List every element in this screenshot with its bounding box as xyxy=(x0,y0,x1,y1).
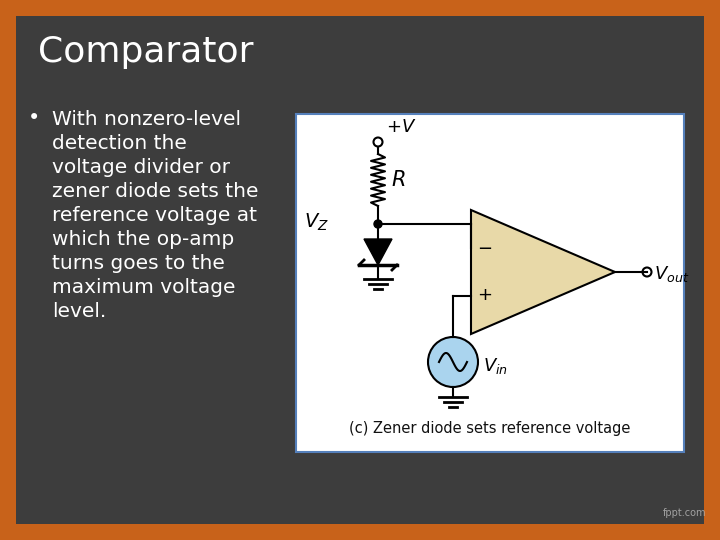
Text: $V_Z$: $V_Z$ xyxy=(304,211,329,233)
Text: fppt.com: fppt.com xyxy=(662,508,706,518)
Text: zener diode sets the: zener diode sets the xyxy=(52,182,258,201)
Text: $\mathbf{\it{R}}$: $\mathbf{\it{R}}$ xyxy=(391,170,405,190)
Text: With nonzero-level: With nonzero-level xyxy=(52,110,241,129)
Text: reference voltage at: reference voltage at xyxy=(52,206,257,225)
Circle shape xyxy=(374,220,382,228)
Text: (c) Zener diode sets reference voltage: (c) Zener diode sets reference voltage xyxy=(349,421,631,436)
Text: which the op-amp: which the op-amp xyxy=(52,230,234,249)
Text: $-$: $-$ xyxy=(477,239,492,256)
Polygon shape xyxy=(364,239,392,265)
Circle shape xyxy=(428,337,478,387)
Text: $V_{in}$: $V_{in}$ xyxy=(483,356,508,376)
Text: $+$: $+$ xyxy=(477,286,492,303)
Text: maximum voltage: maximum voltage xyxy=(52,278,235,297)
Text: voltage divider or: voltage divider or xyxy=(52,158,230,177)
Text: $V_{out}$: $V_{out}$ xyxy=(654,264,689,284)
Text: turns goes to the: turns goes to the xyxy=(52,254,225,273)
Polygon shape xyxy=(471,210,615,334)
Text: $+V$: $+V$ xyxy=(386,118,416,136)
Text: Comparator: Comparator xyxy=(38,35,253,69)
Text: level.: level. xyxy=(52,302,107,321)
Text: detection the: detection the xyxy=(52,134,187,153)
Bar xyxy=(296,114,684,452)
Text: •: • xyxy=(28,108,40,128)
